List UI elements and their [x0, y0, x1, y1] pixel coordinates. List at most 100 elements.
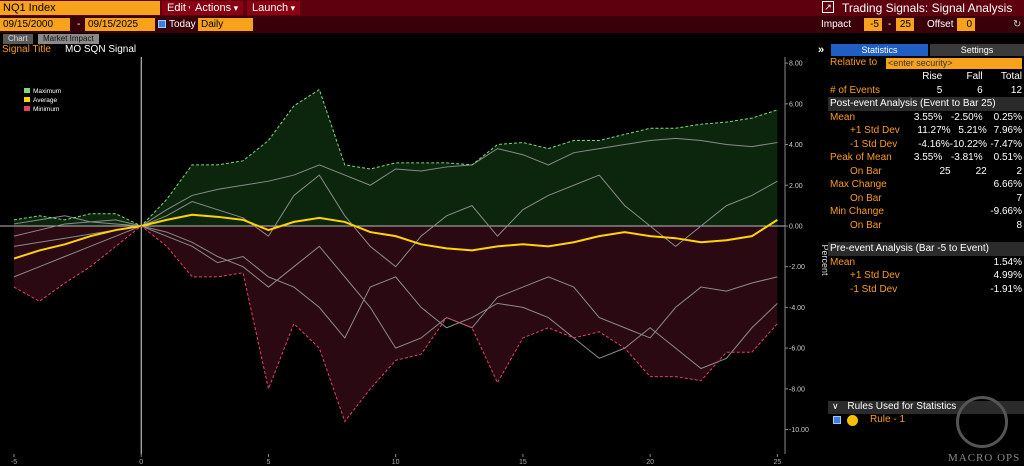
- popout-icon[interactable]: ↗: [822, 1, 834, 13]
- start-date[interactable]: 09/15/2000: [0, 18, 70, 31]
- today-checkbox[interactable]: [158, 20, 166, 28]
- blank-cell: [951, 283, 987, 297]
- stat-row: -1 Std Dev -4.16% -10.22% -7.47%: [828, 138, 1024, 152]
- column-header: Fall: [966, 71, 983, 82]
- blank-cell: [942, 256, 982, 270]
- y-tick-label: -8.00: [789, 386, 805, 393]
- y-axis-label: Percent: [820, 244, 828, 276]
- header-spacer: [828, 70, 902, 84]
- tab-statistics[interactable]: Statistics: [831, 44, 928, 56]
- impact-label: Impact: [821, 19, 852, 30]
- y-tick-label: -6.00: [789, 346, 805, 353]
- tab-chart[interactable]: Chart: [3, 34, 33, 44]
- blank-cell: [914, 283, 950, 297]
- section-title: Pre-event Analysis (Bar -5 to Event): [828, 242, 1024, 256]
- stat-value: 0.25%: [993, 111, 1023, 123]
- x-tick-label: -5: [11, 459, 17, 466]
- stat-value: 3.55%: [913, 111, 943, 123]
- refresh-icon[interactable]: ↻: [1013, 19, 1022, 30]
- stat-label: Mean: [830, 111, 856, 123]
- blank-cell: [914, 219, 950, 233]
- controls-bar: [0, 16, 1024, 33]
- stat-row: +1 Std Dev 11.27% 5.21% 7.96%: [828, 124, 1024, 138]
- signal-name: MO SQN Signal: [65, 44, 137, 55]
- x-tick-label: 20: [646, 459, 654, 466]
- stat-value: 11.27%: [917, 125, 951, 136]
- date-separator: -: [77, 19, 81, 30]
- y-tick-label: -2.00: [789, 264, 805, 271]
- stat-value: 5: [936, 84, 943, 96]
- stat-label: +1 Std Dev: [850, 125, 900, 136]
- stat-label: # of Events: [830, 84, 881, 96]
- stat-value: 6.66%: [993, 179, 1023, 190]
- today-label: Today: [169, 19, 196, 30]
- legend-swatch: [24, 106, 30, 111]
- rule-item: Rule - 1: [870, 414, 906, 425]
- menu-edit[interactable]: Edit: [162, 1, 198, 15]
- stat-value: -9.66%: [990, 206, 1023, 217]
- stat-value: 5.21%: [958, 125, 987, 136]
- legend-swatch: [24, 97, 30, 102]
- stat-row: +1 Std Dev 4.99%: [828, 269, 1024, 283]
- stat-label: Peak of Mean: [830, 152, 892, 163]
- x-tick-label: 10: [392, 459, 400, 466]
- security-input[interactable]: NQ1 Index: [0, 1, 160, 15]
- impact-start[interactable]: -5: [864, 18, 882, 31]
- stat-value: 4.99%: [993, 270, 1023, 281]
- envelope-area: [13, 89, 778, 226]
- blank-cell: [942, 178, 982, 192]
- tab-settings[interactable]: Settings: [930, 44, 1024, 56]
- stat-label: On Bar: [850, 165, 882, 177]
- stat-row: On Bar 7: [828, 192, 1024, 206]
- blank-cell: [902, 178, 942, 192]
- stat-value: 8: [1016, 219, 1023, 231]
- stat-label: On Bar: [850, 219, 882, 231]
- blank-cell: [902, 205, 942, 219]
- stat-value: -1.91%: [990, 283, 1023, 295]
- offset-input[interactable]: 0: [957, 18, 975, 31]
- tab-market-impact[interactable]: Market Impact: [38, 34, 99, 44]
- x-tick-label: 5: [266, 459, 270, 466]
- rule-icon: [847, 415, 858, 426]
- end-date[interactable]: 09/15/2025: [85, 18, 155, 31]
- stat-row: Mean 3.55% -2.50% 0.25%: [828, 111, 1024, 125]
- offset-label: Offset: [927, 19, 954, 30]
- stat-label: Max Change: [830, 179, 887, 190]
- stat-label: -1 Std Dev: [850, 138, 898, 150]
- menu-actions[interactable]: Actions: [190, 1, 244, 15]
- y-tick-label: 4.00: [789, 142, 803, 149]
- stat-row: Mean 1.54%: [828, 256, 1024, 270]
- blank-cell: [914, 192, 950, 206]
- blank-cell: [902, 256, 942, 270]
- legend-label: Minimum: [33, 106, 59, 113]
- stat-label: Min Change: [830, 206, 884, 217]
- stat-row: Peak of Mean 3.55% -3.81% 0.51%: [828, 151, 1024, 165]
- chart: Percent -5 0 5 10 15 20 25 8.00 6.00 4.00 2.00 0.00…: [0, 57, 828, 466]
- y-tick-label: 8.00: [789, 61, 803, 68]
- stat-value: -3.81%: [950, 152, 983, 163]
- y-tick-label: -4.00: [789, 305, 805, 312]
- blank-cell: [951, 219, 987, 233]
- table-header: Rise Fall Total: [828, 70, 1024, 84]
- watermark: MACRO OPS: [948, 452, 1021, 464]
- stat-value: 3.55%: [913, 152, 943, 163]
- stat-value: 2: [1016, 165, 1023, 177]
- stat-value: -7.47%: [990, 138, 1022, 150]
- stat-label: On Bar: [850, 192, 882, 204]
- stat-label: +1 Std Dev: [850, 270, 900, 281]
- stats-table: Rise Fall Total # of Events 5 6 12 Post-event A…: [828, 70, 1024, 296]
- rule-checkbox[interactable]: [833, 416, 841, 424]
- relative-input[interactable]: <enter security>: [886, 58, 1022, 69]
- frequency-select[interactable]: Daily: [198, 18, 253, 31]
- collapse-icon[interactable]: »: [818, 44, 825, 56]
- stat-value: 12: [1010, 84, 1023, 96]
- x-tick-label: 25: [773, 459, 781, 466]
- rules-caret[interactable]: ∨: [832, 401, 839, 411]
- impact-end[interactable]: 25: [896, 18, 914, 31]
- menu-launch[interactable]: Launch: [247, 1, 301, 15]
- envelope-area: [13, 225, 778, 422]
- stat-row: Max Change 6.66%: [828, 178, 1024, 192]
- x-tick-label: 15: [519, 459, 527, 466]
- relative-label: Relative to: [830, 57, 878, 68]
- blank-cell: [942, 205, 982, 219]
